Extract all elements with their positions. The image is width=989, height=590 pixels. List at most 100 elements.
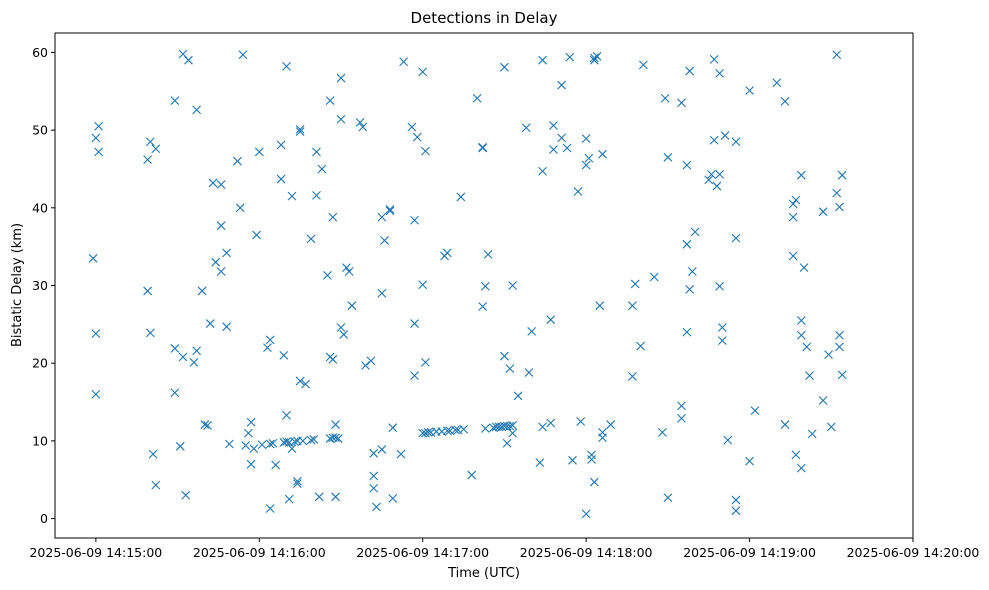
data-point: [663, 152, 673, 162]
data-point: [410, 215, 419, 225]
y-axis: 0 10 20 30 40 50 60: [32, 45, 55, 526]
data-point: [807, 429, 817, 439]
x-tick-label: 2025-06-09 14:20:00: [847, 545, 980, 560]
data-point: [222, 322, 231, 332]
data-point: [421, 358, 430, 367]
data-point: [576, 417, 586, 426]
data-point: [628, 372, 637, 381]
data-point: [628, 301, 637, 311]
data-point: [192, 346, 202, 356]
data-point: [336, 114, 346, 124]
data-point: [211, 257, 221, 267]
data-point: [832, 188, 842, 198]
data-point: [521, 123, 531, 133]
data-point: [347, 301, 357, 311]
data-point: [658, 427, 667, 437]
data-point: [306, 234, 316, 244]
data-point: [788, 199, 798, 209]
data-point: [717, 336, 727, 346]
data-point: [257, 440, 267, 450]
data-point: [325, 96, 335, 105]
data-point: [268, 438, 278, 448]
y-tick-label: 20: [32, 356, 48, 371]
data-point: [835, 330, 844, 340]
data-point: [663, 493, 673, 502]
y-tick-label: 60: [32, 45, 48, 60]
data-point: [690, 227, 700, 237]
data-point: [385, 204, 395, 214]
x-tick-label: 2025-06-09 14:16:00: [193, 545, 326, 560]
data-point: [745, 456, 754, 466]
data-point: [388, 423, 398, 433]
data-point: [192, 105, 202, 115]
data-point: [791, 195, 801, 205]
data-point: [178, 352, 188, 362]
data-point: [837, 370, 847, 380]
data-point: [480, 281, 490, 291]
data-point: [200, 420, 210, 429]
data-point: [399, 57, 409, 67]
data-point: [513, 391, 523, 401]
data-point: [333, 434, 343, 443]
data-point: [265, 439, 275, 449]
data-point: [372, 502, 381, 512]
data-point: [731, 137, 741, 147]
data-point: [249, 444, 259, 454]
data-point: [377, 212, 387, 222]
data-point: [826, 422, 836, 432]
data-point: [835, 342, 844, 352]
data-point: [472, 93, 482, 103]
data-point: [731, 506, 741, 516]
data-point: [480, 424, 490, 433]
data-point: [145, 328, 155, 338]
data-point: [451, 425, 460, 435]
data-point: [184, 55, 193, 65]
y-tick-label: 10: [32, 433, 48, 448]
data-point: [143, 286, 152, 296]
y-axis-label: Bistatic Delay (km): [10, 223, 25, 347]
data-point: [750, 406, 760, 415]
data-point: [369, 471, 379, 481]
data-point: [717, 323, 727, 332]
data-point: [799, 263, 809, 273]
data-point: [377, 445, 387, 454]
data-point: [282, 410, 291, 420]
data-point: [818, 207, 828, 217]
data-point: [796, 330, 806, 340]
data-point: [396, 449, 406, 459]
data-point: [361, 361, 370, 370]
data-point: [222, 248, 231, 258]
data-point: [818, 396, 828, 405]
data-point: [309, 434, 319, 444]
data-point: [562, 143, 572, 153]
data-point: [502, 438, 512, 448]
data-point: [91, 329, 101, 339]
data-point: [772, 78, 782, 88]
data-point: [835, 202, 844, 212]
data-point: [410, 371, 419, 381]
data-point: [94, 121, 103, 131]
data-point: [538, 55, 547, 65]
data-point: [682, 160, 692, 170]
data-point: [677, 401, 686, 411]
data-point: [802, 342, 812, 352]
data-point: [88, 253, 98, 263]
data-point: [407, 122, 417, 132]
data-point: [788, 212, 798, 222]
x-tick-label: 2025-06-09 14:17:00: [356, 545, 489, 560]
data-point: [598, 149, 607, 159]
data-point: [508, 281, 517, 290]
data-point: [682, 327, 692, 337]
data-point: [535, 458, 545, 468]
data-point: [380, 236, 389, 245]
data-point: [331, 420, 340, 429]
data-point: [366, 356, 376, 366]
data-point: [314, 492, 324, 502]
data-point: [788, 251, 798, 261]
data-point: [170, 96, 180, 105]
data-point: [336, 323, 346, 332]
data-point: [91, 133, 101, 143]
data-point: [301, 379, 310, 389]
x-tick-label: 2025-06-09 14:19:00: [683, 545, 816, 560]
data-point: [581, 160, 591, 170]
